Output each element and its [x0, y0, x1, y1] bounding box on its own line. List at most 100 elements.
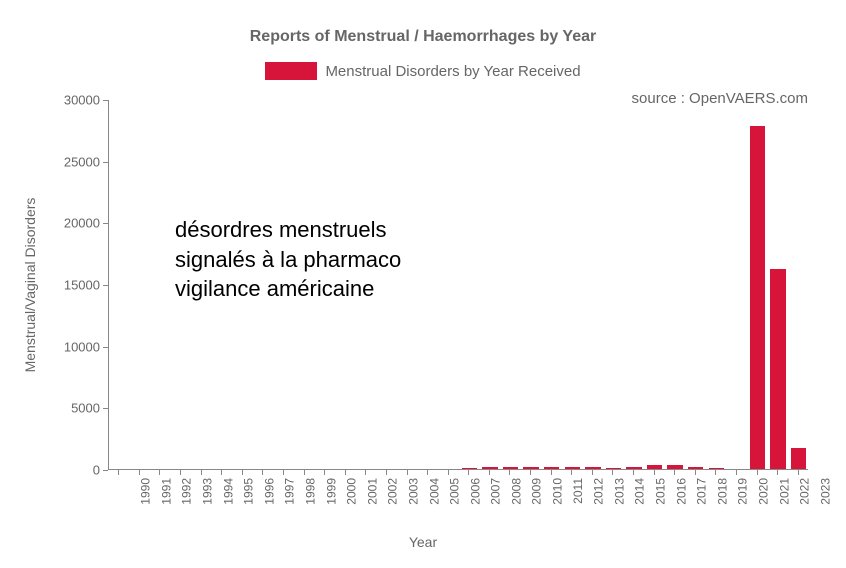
bar: [462, 468, 477, 469]
y-tick-label: 10000: [50, 339, 100, 354]
x-tick-mark: [448, 470, 449, 475]
bar: [523, 467, 538, 469]
x-tick-mark: [551, 470, 552, 475]
x-tick-mark: [468, 470, 469, 475]
x-tick-label: 2006: [468, 478, 482, 505]
bar: [482, 467, 497, 469]
bar: [565, 467, 580, 469]
x-tick-mark: [242, 470, 243, 475]
x-tick-mark: [757, 470, 758, 475]
x-tick-mark: [695, 470, 696, 475]
x-tick-mark: [159, 470, 160, 475]
x-tick-label: 2002: [386, 478, 400, 505]
bar: [667, 465, 682, 469]
x-tick-mark: [530, 470, 531, 475]
x-tick-label: 1996: [263, 478, 277, 505]
x-tick-mark: [139, 470, 140, 475]
y-tick-label: 30000: [50, 93, 100, 108]
x-tick-label: 2011: [570, 478, 584, 504]
x-tick-mark: [180, 470, 181, 475]
bar: [647, 465, 662, 469]
x-tick-label: 2009: [530, 478, 544, 505]
annotation-line: vigilance américaine: [175, 274, 401, 304]
bar: [709, 468, 724, 469]
x-tick-label: 2001: [365, 478, 379, 505]
y-tick-mark: [103, 470, 108, 471]
x-tick-label: 2012: [592, 478, 606, 505]
bar: [544, 467, 559, 469]
x-tick-mark: [221, 470, 222, 475]
x-tick-mark: [345, 470, 346, 475]
x-tick-label: 2008: [510, 478, 524, 505]
x-tick-label: 1997: [283, 478, 297, 505]
x-tick-label: 1991: [160, 478, 174, 505]
bar: [503, 467, 518, 469]
bar: [750, 126, 765, 469]
x-tick-mark: [592, 470, 593, 475]
annotation-text: désordres menstruelssignalés à la pharma…: [175, 215, 401, 304]
bar: [791, 448, 806, 469]
chart-container: Reports of Menstrual / Haemorrhages by Y…: [0, 0, 846, 568]
x-tick-mark: [674, 470, 675, 475]
x-tick-mark: [201, 470, 202, 475]
x-tick-mark: [365, 470, 366, 475]
x-tick-mark: [304, 470, 305, 475]
x-tick-label: 2000: [345, 478, 359, 505]
x-tick-mark: [427, 470, 428, 475]
x-tick-label: 1999: [324, 478, 338, 505]
x-tick-mark: [283, 470, 284, 475]
bar: [626, 467, 641, 469]
x-tick-mark: [571, 470, 572, 475]
x-tick-label: 2020: [757, 478, 771, 505]
x-tick-label: 1995: [242, 478, 256, 505]
x-tick-mark: [612, 470, 613, 475]
x-tick-label: 1992: [180, 478, 194, 505]
legend-swatch: [265, 62, 317, 80]
x-tick-label: 1994: [221, 478, 235, 505]
x-tick-mark: [798, 470, 799, 475]
x-tick-label: 2023: [818, 478, 832, 505]
x-tick-mark: [715, 470, 716, 475]
x-axis-label: Year: [0, 534, 846, 550]
x-tick-label: 2013: [613, 478, 627, 505]
y-tick-label: 0: [50, 463, 100, 478]
chart-title: Reports of Menstrual / Haemorrhages by Y…: [0, 28, 846, 46]
x-tick-label: 2005: [448, 478, 462, 505]
x-tick-label: 2004: [427, 478, 441, 505]
x-tick-label: 2018: [715, 478, 729, 505]
annotation-line: signalés à la pharmaco: [175, 245, 401, 275]
x-tick-mark: [633, 470, 634, 475]
y-tick-label: 15000: [50, 278, 100, 293]
x-tick-label: 1993: [201, 478, 215, 505]
y-tick-label: 5000: [50, 401, 100, 416]
bar: [606, 468, 621, 469]
annotation-line: désordres menstruels: [175, 215, 401, 245]
legend: Menstrual Disorders by Year Received: [0, 62, 846, 80]
x-tick-mark: [386, 470, 387, 475]
x-tick-mark: [489, 470, 490, 475]
x-tick-label: 2007: [489, 478, 503, 505]
y-tick-label: 25000: [50, 154, 100, 169]
x-tick-mark: [736, 470, 737, 475]
x-tick-label: 2017: [695, 478, 709, 505]
x-tick-label: 2021: [777, 478, 791, 505]
x-tick-label: 2016: [674, 478, 688, 505]
x-tick-label: 1990: [139, 478, 153, 505]
legend-label: Menstrual Disorders by Year Received: [325, 63, 580, 80]
x-tick-mark: [654, 470, 655, 475]
x-tick-label: 2015: [654, 478, 668, 505]
bar: [585, 467, 600, 469]
x-tick-mark: [262, 470, 263, 475]
x-tick-label: 2014: [633, 478, 647, 505]
x-tick-mark: [324, 470, 325, 475]
x-tick-mark: [509, 470, 510, 475]
y-axis-label: Menstrual/Vaginal Disorders: [22, 198, 38, 373]
x-tick-mark: [407, 470, 408, 475]
x-tick-mark: [118, 470, 119, 475]
x-tick-label: 1998: [304, 478, 318, 505]
y-tick-label: 20000: [50, 216, 100, 231]
x-tick-label: 2003: [407, 478, 421, 505]
x-tick-label: 2022: [798, 478, 812, 505]
x-tick-label: 2010: [551, 478, 565, 505]
x-tick-label: 2019: [736, 478, 750, 505]
